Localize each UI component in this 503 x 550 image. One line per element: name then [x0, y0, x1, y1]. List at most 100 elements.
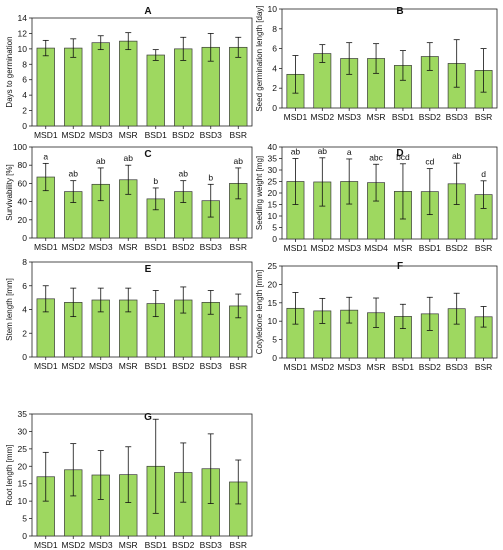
y-tick-label: 4 — [22, 90, 27, 100]
x-tick-label: BSD2 — [172, 361, 194, 371]
y-tick-label: 10 — [18, 44, 28, 54]
x-tick-label: MSD2 — [311, 112, 335, 122]
x-tick-label: MSD3 — [337, 362, 361, 372]
y-tick-label: 20 — [18, 215, 28, 225]
x-tick-label: BSD1 — [392, 112, 414, 122]
panel-letter: F — [397, 261, 403, 272]
x-tick-label: MSD1 — [34, 540, 58, 550]
y-tick-label: 35 — [18, 409, 28, 419]
plot-frame — [31, 17, 253, 127]
y-tick-label: 40 — [18, 197, 28, 207]
x-tick-label: BSD1 — [145, 540, 167, 550]
bar — [146, 54, 165, 127]
y-tick-label: 0 — [22, 531, 27, 541]
chart-panel-a: 0 2 4 6 8 10 12 14 MSD1 MSD2 MSD3 MSR BSD1 BSD2 BSD3 BS… — [5, 6, 253, 140]
y-tick-label: 25 — [18, 444, 28, 454]
significance-label: a — [347, 147, 352, 157]
x-tick-label: BSD2 — [419, 112, 441, 122]
x-tick-label: MSD4 — [364, 243, 388, 253]
x-tick-label: BSR — [230, 130, 247, 140]
significance-label: ab — [179, 169, 189, 179]
significance-label: abc — [369, 152, 383, 162]
x-tick-label: BSR — [230, 242, 247, 252]
x-tick-label: MSD1 — [284, 112, 308, 122]
y-tick-label: 20 — [268, 188, 278, 198]
x-tick-label: BSD2 — [172, 242, 194, 252]
x-tick-label: BSD3 — [200, 242, 222, 252]
y-tick-label: 0 — [272, 234, 277, 244]
x-tick-label: MSR — [119, 242, 138, 252]
y-tick-label: 14 — [18, 13, 28, 23]
x-tick-label: BSD3 — [200, 130, 222, 140]
y-tick-label: 15 — [268, 298, 278, 308]
chart-panel-f: 0 5 10 15 20 25 MSD1 MSD2 MSD3 MSR BSD1 BSD2 BSD3 BSR… — [255, 261, 498, 372]
y-tick-label: 10 — [268, 211, 278, 221]
y-tick-label: 5 — [272, 335, 277, 345]
x-tick-label: MSD3 — [89, 130, 113, 140]
y-tick-label: 20 — [18, 461, 28, 471]
plot-frame — [31, 146, 253, 239]
panel-letter: A — [144, 6, 151, 17]
x-tick-label: MSR — [119, 130, 138, 140]
x-tick-label: BSD1 — [145, 242, 167, 252]
x-tick-label: MSD3 — [89, 361, 113, 371]
y-tick-label: 8 — [272, 24, 277, 34]
chart-panel-g: 0 5 10 15 20 25 30 35 MSD1 MSD2 MSD3 MSR BSD1 BSD2 BSD… — [5, 409, 253, 550]
y-tick-label: 15 — [18, 479, 28, 489]
y-tick-label: 6 — [22, 281, 27, 291]
y-tick-label: 2 — [22, 328, 27, 338]
significance-label: ab — [318, 146, 328, 156]
significance-label: ab — [124, 153, 134, 163]
bar — [91, 42, 110, 127]
y-axis-title: Survivability [%] — [5, 164, 14, 220]
y-tick-label: 0 — [272, 353, 277, 363]
chart-panel-b: 0 2 4 6 8 10 MSD1 MSD2 MSD3 MSR BSD1 BSD2 BSD3 BSR See… — [255, 4, 498, 122]
y-tick-label: 0 — [22, 352, 27, 362]
y-tick-label: 80 — [18, 160, 28, 170]
y-axis-title: Stem length [mm] — [5, 278, 14, 341]
x-tick-label: MSD3 — [89, 540, 113, 550]
y-tick-label: 12 — [18, 28, 28, 38]
x-tick-label: MSD2 — [311, 362, 335, 372]
x-tick-label: MSR — [367, 112, 386, 122]
x-tick-label: MSD2 — [61, 361, 85, 371]
x-tick-label: BSD1 — [419, 243, 441, 253]
significance-label: b — [153, 176, 158, 186]
panel-letter: D — [396, 148, 403, 159]
x-tick-label: BSD3 — [200, 361, 222, 371]
bar — [119, 40, 138, 127]
plot-frame — [281, 8, 498, 109]
x-tick-label: MSD3 — [337, 243, 361, 253]
y-axis-title: Seed germination length [day] — [255, 5, 264, 111]
x-tick-label: BSD1 — [392, 362, 414, 372]
x-tick-label: BSD2 — [172, 540, 194, 550]
y-tick-label: 30 — [268, 165, 278, 175]
y-tick-label: 15 — [268, 200, 278, 210]
panel-letter: C — [144, 149, 151, 160]
significance-label: ab — [452, 151, 462, 161]
x-tick-label: MSD1 — [34, 130, 58, 140]
x-tick-label: MSD2 — [61, 242, 85, 252]
x-tick-label: BSR — [475, 243, 492, 253]
y-tick-label: 100 — [13, 142, 27, 152]
x-tick-label: MSR — [367, 362, 386, 372]
x-tick-label: BSD2 — [172, 130, 194, 140]
y-tick-label: 2 — [22, 106, 27, 116]
y-tick-label: 30 — [18, 426, 28, 436]
panel-letter: B — [396, 6, 403, 17]
bar — [229, 46, 248, 127]
x-tick-label: BSR — [475, 362, 492, 372]
x-tick-label: BSR — [230, 540, 247, 550]
y-tick-label: 4 — [272, 63, 277, 73]
y-tick-label: 8 — [22, 257, 27, 267]
x-tick-label: MSR — [119, 540, 138, 550]
chart-panel-e: 0 2 4 6 8 MSD1 MSD2 MSD3 MSR BSD1 BSD2 BSD3 BSR Stem … — [5, 257, 253, 371]
x-tick-label: BSD3 — [200, 540, 222, 550]
y-tick-label: 25 — [268, 261, 278, 271]
y-tick-label: 10 — [268, 4, 278, 14]
y-tick-label: 40 — [268, 142, 278, 152]
plot-frame — [31, 413, 253, 537]
significance-label: ab — [234, 156, 244, 166]
x-tick-label: BSD1 — [145, 130, 167, 140]
